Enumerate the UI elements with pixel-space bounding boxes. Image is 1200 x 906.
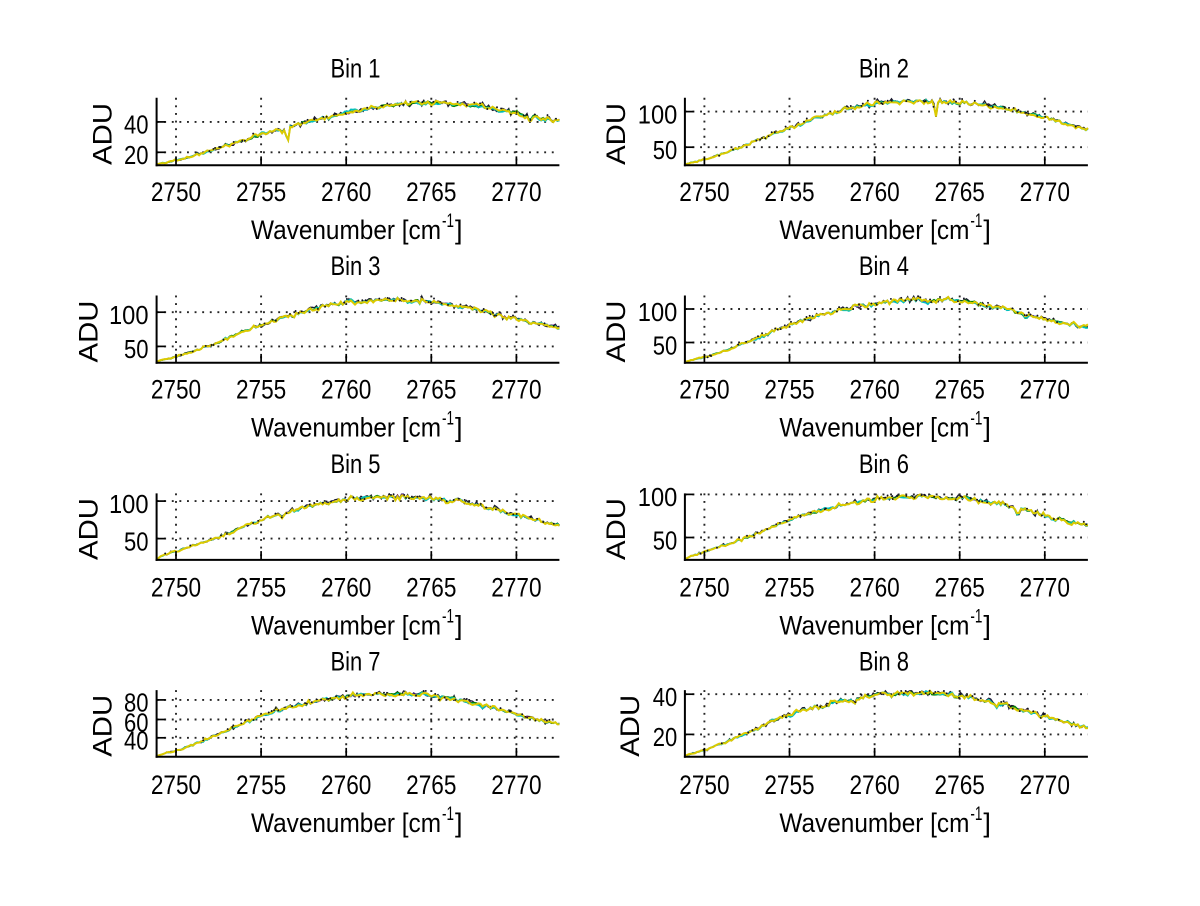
svg-text:]: ] (455, 413, 463, 443)
svg-text:Bin 4: Bin 4 (859, 251, 909, 281)
svg-text:ADU: ADU (74, 301, 104, 363)
svg-text:50: 50 (124, 526, 149, 556)
svg-text:Wavenumber [cm: Wavenumber [cm (251, 215, 441, 245)
svg-text:2750: 2750 (679, 375, 729, 405)
svg-text:]: ] (983, 215, 991, 245)
svg-text:2755: 2755 (764, 572, 814, 602)
svg-text:-1: -1 (442, 804, 454, 825)
svg-text:2770: 2770 (1020, 375, 1070, 405)
svg-text:Bin 5: Bin 5 (331, 449, 381, 479)
svg-text:40: 40 (124, 726, 149, 756)
svg-text:2760: 2760 (849, 375, 899, 405)
svg-text:ADU: ADU (601, 498, 631, 560)
svg-text:2760: 2760 (321, 770, 371, 800)
svg-text:2750: 2750 (151, 375, 201, 405)
svg-text:]: ] (983, 610, 991, 640)
svg-text:ADU: ADU (615, 695, 645, 757)
svg-text:2760: 2760 (849, 177, 899, 207)
svg-text:2755: 2755 (764, 177, 814, 207)
svg-text:2770: 2770 (491, 177, 541, 207)
svg-text:100: 100 (638, 297, 678, 327)
svg-text:Bin 7: Bin 7 (331, 647, 381, 677)
svg-text:2750: 2750 (151, 572, 201, 602)
svg-text:50: 50 (653, 135, 678, 165)
svg-text:2770: 2770 (491, 572, 541, 602)
svg-text:2750: 2750 (679, 177, 729, 207)
svg-text:2770: 2770 (491, 375, 541, 405)
svg-text:2755: 2755 (764, 375, 814, 405)
svg-text:2765: 2765 (406, 375, 456, 405)
svg-text:2770: 2770 (491, 770, 541, 800)
svg-text:2770: 2770 (1020, 770, 1070, 800)
svg-text:Wavenumber [cm: Wavenumber [cm (779, 610, 969, 640)
svg-text:Wavenumber [cm: Wavenumber [cm (251, 610, 441, 640)
svg-text:2750: 2750 (679, 770, 729, 800)
svg-text:20: 20 (124, 140, 149, 170)
svg-text:2755: 2755 (236, 572, 286, 602)
svg-text:Wavenumber [cm: Wavenumber [cm (779, 808, 969, 838)
svg-text:2760: 2760 (321, 375, 371, 405)
svg-text:Wavenumber [cm: Wavenumber [cm (251, 413, 441, 443)
svg-text:ADU: ADU (88, 695, 118, 757)
svg-text:80: 80 (124, 688, 149, 718)
svg-text:2770: 2770 (1020, 177, 1070, 207)
svg-text:-1: -1 (970, 804, 982, 825)
svg-text:ADU: ADU (601, 301, 631, 363)
svg-text:]: ] (455, 215, 463, 245)
svg-text:2760: 2760 (321, 177, 371, 207)
svg-text:Wavenumber [cm: Wavenumber [cm (779, 215, 969, 245)
svg-text:Bin 6: Bin 6 (859, 449, 909, 479)
svg-text:100: 100 (638, 99, 678, 129)
svg-text:-1: -1 (970, 409, 982, 430)
svg-text:ADU: ADU (601, 103, 631, 165)
svg-text:2765: 2765 (406, 770, 456, 800)
svg-text:40: 40 (124, 110, 149, 140)
svg-text:ADU: ADU (88, 103, 118, 165)
svg-text:2765: 2765 (935, 177, 985, 207)
svg-text:100: 100 (638, 482, 678, 512)
svg-text:2760: 2760 (321, 572, 371, 602)
svg-text:Wavenumber [cm: Wavenumber [cm (779, 413, 969, 443)
svg-text:2755: 2755 (764, 770, 814, 800)
svg-text:2755: 2755 (236, 770, 286, 800)
svg-text:2750: 2750 (151, 770, 201, 800)
svg-text:Bin 2: Bin 2 (859, 54, 909, 84)
svg-text:50: 50 (653, 330, 678, 360)
svg-text:2765: 2765 (935, 572, 985, 602)
svg-text:-1: -1 (442, 211, 454, 232)
svg-text:2760: 2760 (849, 770, 899, 800)
svg-text:ADU: ADU (74, 498, 104, 560)
svg-text:]: ] (983, 808, 991, 838)
svg-text:2755: 2755 (236, 375, 286, 405)
svg-text:100: 100 (109, 300, 149, 330)
svg-text:Bin 3: Bin 3 (331, 251, 381, 281)
svg-text:]: ] (455, 808, 463, 838)
svg-text:50: 50 (124, 334, 149, 364)
svg-text:-1: -1 (970, 211, 982, 232)
svg-text:Wavenumber [cm: Wavenumber [cm (251, 808, 441, 838)
svg-text:-1: -1 (970, 606, 982, 627)
svg-text:]: ] (983, 413, 991, 443)
svg-text:2770: 2770 (1020, 572, 1070, 602)
svg-text:60: 60 (124, 707, 149, 737)
svg-text:-1: -1 (442, 606, 454, 627)
svg-text:2765: 2765 (406, 572, 456, 602)
svg-text:-1: -1 (442, 409, 454, 430)
svg-text:40: 40 (653, 682, 678, 712)
svg-text:100: 100 (109, 489, 149, 519)
svg-text:]: ] (455, 610, 463, 640)
svg-text:Bin 1: Bin 1 (331, 54, 381, 84)
svg-text:2750: 2750 (679, 572, 729, 602)
svg-text:2765: 2765 (406, 177, 456, 207)
svg-text:2760: 2760 (849, 572, 899, 602)
svg-text:2765: 2765 (935, 770, 985, 800)
svg-text:50: 50 (653, 525, 678, 555)
svg-text:20: 20 (653, 722, 678, 752)
svg-text:2755: 2755 (236, 177, 286, 207)
svg-text:Bin 8: Bin 8 (859, 647, 909, 677)
svg-text:2765: 2765 (935, 375, 985, 405)
svg-text:2750: 2750 (151, 177, 201, 207)
